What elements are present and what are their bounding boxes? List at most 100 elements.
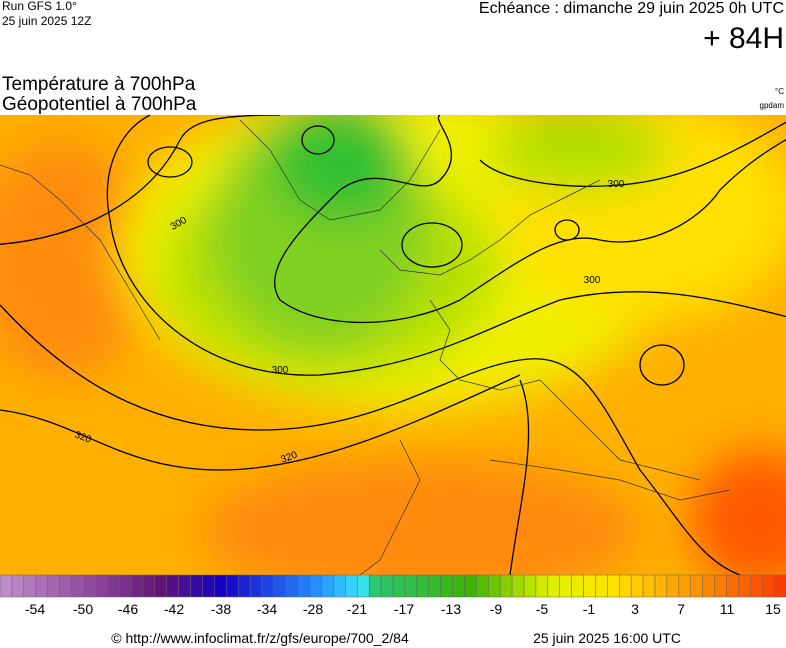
colorbar-tick-label: 15 [765, 601, 781, 617]
colorbar-tick-label: 3 [631, 601, 639, 617]
colorbar-tick-label: -54 [25, 601, 45, 617]
colorbar-swatch [333, 574, 346, 598]
colorbar-tick-label: -1 [583, 601, 596, 617]
colorbar-swatch [392, 574, 406, 598]
colorbar-swatch [523, 574, 537, 598]
colorbar-swatch [571, 574, 584, 598]
colorbar-swatch [249, 574, 263, 598]
colorbar-swatch [261, 574, 275, 598]
footer-url: © http://www.infoclimat.fr/z/gfs/europe/… [111, 630, 409, 646]
colorbar-swatch [47, 574, 60, 598]
colorbar-tick-label: -50 [73, 601, 93, 617]
colorbar-swatch [357, 574, 370, 598]
contour-label: 300 [584, 275, 601, 286]
colorbar-swatch [499, 574, 513, 598]
colorbar-swatch [452, 574, 465, 598]
colorbar-swatch [273, 574, 287, 598]
unit-temperature: °C [775, 87, 784, 96]
colorbar-tick-label: -13 [441, 601, 461, 617]
colorbar-swatch [95, 574, 108, 598]
colorbar-swatch [226, 574, 239, 598]
colorbar-swatch [619, 574, 632, 598]
colorbar-swatch [607, 574, 620, 598]
colorbar-tick-label: 11 [720, 601, 735, 617]
colorbar-swatch [202, 574, 215, 598]
colorbar-tick-label: -38 [211, 601, 231, 617]
unit-geopotential: gpdam [760, 101, 785, 110]
colorbar-swatch [130, 574, 144, 598]
contour-label: 300 [608, 179, 625, 190]
colorbar-swatch [511, 574, 525, 598]
coastlines [0, 119, 731, 575]
contours [0, 115, 786, 575]
colorbar: -54 -50 -46 -42 -38 -34 -28 -21 -17 -13 -9 -5 -1 3 7 11… [0, 574, 786, 617]
title-temperature: Température à 700hPa [2, 74, 196, 95]
colorbar-tick-label: -28 [303, 601, 323, 617]
colorbar-swatch [702, 574, 715, 598]
colorbar-swatch [440, 574, 453, 598]
colorbar-swatch [547, 574, 560, 598]
colorbar-swatch [761, 574, 775, 598]
colorbar-swatch [35, 574, 48, 598]
colorbar-swatch [535, 574, 549, 598]
contour-label: 300 [272, 365, 289, 376]
colorbar-swatch [11, 574, 25, 598]
colorbar-swatch [297, 574, 310, 598]
colorbar-swatch [714, 574, 727, 598]
colorbar-swatch [166, 574, 179, 598]
colorbar-swatch [559, 574, 572, 598]
colorbar-swatch [142, 574, 156, 598]
footer-updated: 25 juin 2025 16:00 UTC [533, 630, 681, 646]
colorbar-swatch [71, 574, 84, 598]
colorbar-tick-label: -9 [490, 601, 503, 617]
colorbar-tick-label: -46 [118, 601, 138, 617]
colorbar-swatch [0, 574, 13, 598]
colorbar-swatch [106, 574, 120, 598]
colorbar-swatch [630, 574, 644, 598]
map [0, 115, 786, 575]
colorbar-swatch [404, 574, 418, 598]
colorbar-tick-label: -17 [394, 601, 414, 617]
colorbar-swatch [428, 574, 441, 598]
colorbar-swatch [750, 574, 763, 598]
colorbar-swatch [321, 574, 334, 598]
colorbar-swatch [118, 574, 132, 598]
colorbar-swatch [83, 574, 96, 598]
colorbar-swatch [309, 574, 322, 598]
colorbar-swatch [583, 574, 596, 598]
colorbar-tick-label: -42 [164, 601, 184, 617]
echeance: Echéance : dimanche 29 juin 2025 0h UTC [479, 0, 784, 17]
run-date: 25 juin 2025 12Z [2, 14, 91, 28]
run: Run GFS 1.0° [2, 0, 77, 13]
colorbar-swatch [380, 574, 394, 598]
colorbar-swatch [23, 574, 36, 598]
colorbar-swatch [773, 574, 786, 598]
colorbar-swatch [654, 574, 668, 598]
colorbar-swatch [488, 574, 501, 598]
colorbar-swatch [368, 574, 382, 598]
colorbar-swatch [476, 574, 489, 598]
colorbar-swatch [214, 574, 227, 598]
lead-time: + 84H [703, 22, 784, 55]
colorbar-tick-label: -21 [347, 601, 367, 617]
colorbar-swatch [642, 574, 656, 598]
colorbar-swatch [237, 574, 251, 598]
colorbar-swatch [59, 574, 72, 598]
colorbar-swatch [726, 574, 739, 598]
colorbar-swatch [690, 574, 703, 598]
colorbar-swatch [416, 574, 429, 598]
colorbar-tick-label: -34 [257, 601, 277, 617]
colorbar-swatch [464, 574, 477, 598]
colorbar-swatch [345, 574, 358, 598]
colorbar-swatch [190, 574, 203, 598]
colorbar-swatch [666, 574, 680, 598]
colorbar-swatch [738, 574, 751, 598]
colorbar-swatch [178, 574, 191, 598]
colorbar-swatch [678, 574, 691, 598]
colorbar-tick-label: 7 [677, 601, 685, 617]
colorbar-swatch [595, 574, 608, 598]
title-geopotential: Géopotentiel à 700hPa [2, 94, 197, 115]
colorbar-tick-label: -5 [536, 601, 549, 617]
colorbar-swatch [285, 574, 298, 598]
